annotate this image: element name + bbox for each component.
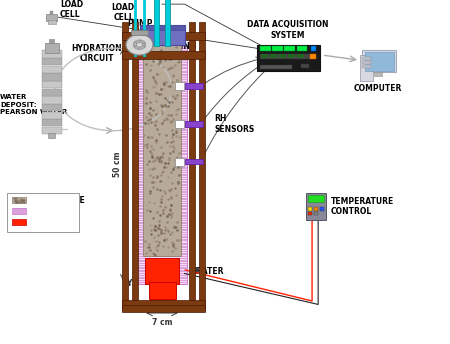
Bar: [42, 73, 62, 80]
Bar: [12, 208, 26, 214]
Bar: [256, 45, 320, 71]
Bar: [42, 111, 62, 119]
Bar: [42, 127, 62, 134]
Bar: [7, 193, 79, 232]
Bar: [272, 46, 283, 51]
Bar: [306, 193, 326, 220]
Bar: [314, 212, 318, 215]
Bar: [50, 11, 53, 14]
Bar: [49, 39, 54, 43]
Bar: [122, 305, 205, 312]
Bar: [297, 46, 307, 51]
Text: COOLING
SYSTEM: COOLING SYSTEM: [158, 42, 197, 61]
Text: STEEL: STEEL: [29, 217, 55, 226]
Bar: [48, 133, 55, 138]
Bar: [48, 20, 55, 24]
Text: 7 cm: 7 cm: [152, 318, 172, 327]
Bar: [176, 82, 184, 90]
Ellipse shape: [133, 42, 137, 47]
Bar: [184, 121, 202, 127]
Bar: [288, 54, 295, 58]
Bar: [189, 22, 195, 310]
Ellipse shape: [139, 46, 145, 50]
Text: LOAD
CELL: LOAD CELL: [112, 3, 135, 22]
Bar: [122, 51, 205, 59]
Bar: [42, 88, 62, 96]
Bar: [284, 46, 295, 51]
Bar: [260, 46, 271, 51]
Bar: [184, 83, 202, 89]
Bar: [362, 50, 396, 72]
Bar: [42, 50, 62, 57]
Text: WATER
DEPOSIT:
PEARSON WATER: WATER DEPOSIT: PEARSON WATER: [0, 94, 68, 116]
Bar: [184, 159, 202, 164]
Bar: [308, 195, 324, 202]
Bar: [42, 96, 62, 104]
Bar: [314, 207, 318, 211]
Text: RH
SENSORS: RH SENSORS: [214, 114, 254, 133]
Bar: [154, 0, 159, 46]
Text: HEATER: HEATER: [190, 267, 223, 276]
Bar: [261, 54, 268, 58]
Bar: [360, 55, 373, 81]
Bar: [46, 14, 57, 21]
Bar: [143, 45, 181, 256]
Text: TEMPERATURE
CONTROL: TEMPERATURE CONTROL: [331, 197, 394, 216]
Bar: [122, 300, 205, 308]
Bar: [42, 104, 62, 111]
Text: 50 cm: 50 cm: [113, 151, 122, 177]
Bar: [279, 54, 286, 58]
Bar: [374, 72, 382, 76]
Text: TEFLON: TEFLON: [29, 206, 63, 215]
Bar: [12, 197, 26, 203]
Bar: [310, 46, 316, 51]
Bar: [145, 258, 179, 284]
Circle shape: [126, 34, 153, 55]
Ellipse shape: [134, 46, 140, 50]
Bar: [362, 57, 371, 60]
Bar: [362, 65, 371, 68]
Text: PUMP: PUMP: [127, 19, 152, 28]
Bar: [297, 54, 304, 58]
Bar: [165, 0, 170, 46]
Bar: [260, 54, 316, 59]
Bar: [12, 219, 26, 225]
Text: S/B MIXTURE: S/B MIXTURE: [29, 195, 85, 204]
Bar: [42, 119, 62, 127]
Text: DATA ACQUISITION
SYSTEM: DATA ACQUISITION SYSTEM: [247, 20, 329, 40]
Bar: [301, 64, 309, 68]
Bar: [132, 22, 138, 310]
Bar: [45, 43, 58, 53]
Text: HYDRATION
CIRCUIT: HYDRATION CIRCUIT: [72, 44, 122, 63]
Text: COMPUTER: COMPUTER: [354, 84, 402, 93]
Bar: [42, 81, 62, 88]
Bar: [260, 65, 292, 69]
Text: A: A: [126, 40, 132, 49]
Bar: [137, 45, 187, 284]
Bar: [131, 30, 148, 35]
Bar: [176, 158, 184, 166]
Text: LOAD
CELL: LOAD CELL: [60, 0, 83, 19]
Bar: [320, 207, 324, 211]
Bar: [176, 120, 184, 128]
Ellipse shape: [142, 42, 146, 47]
Bar: [150, 299, 174, 306]
Bar: [199, 22, 205, 310]
Bar: [310, 54, 316, 59]
Bar: [42, 66, 62, 73]
Bar: [148, 282, 176, 299]
Bar: [308, 207, 312, 211]
Bar: [42, 58, 62, 65]
Bar: [122, 32, 205, 40]
Bar: [362, 61, 371, 64]
Bar: [308, 212, 312, 215]
Ellipse shape: [139, 40, 145, 44]
Text: Y: Y: [126, 279, 132, 288]
Bar: [140, 25, 184, 45]
Bar: [122, 22, 128, 310]
Bar: [140, 25, 184, 30]
Bar: [270, 54, 277, 58]
Ellipse shape: [134, 40, 140, 44]
Bar: [364, 52, 394, 71]
